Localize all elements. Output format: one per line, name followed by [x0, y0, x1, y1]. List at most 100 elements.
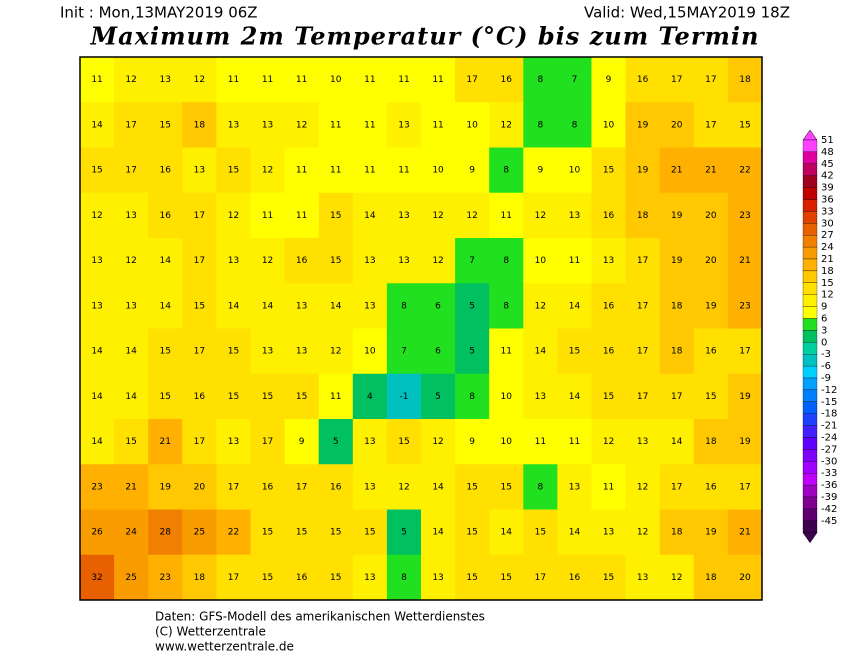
temperature-value: 18 — [194, 573, 206, 583]
temperature-cell — [557, 373, 592, 420]
temperature-cell — [386, 464, 422, 510]
temperature-cell — [114, 147, 149, 194]
temperature-value: 13 — [194, 166, 205, 176]
temperature-value: 12 — [194, 75, 205, 85]
temperature-cell — [693, 102, 729, 148]
temperature-cell — [489, 57, 524, 103]
temperature-cell — [318, 238, 354, 284]
temperature-value: 16 — [569, 573, 581, 583]
temperature-value: 17 — [535, 573, 546, 583]
temperature-value: 21 — [160, 437, 171, 447]
temperature-cell — [318, 328, 354, 375]
temperature-cell — [250, 192, 286, 239]
colorbar-swatch — [802, 199, 818, 212]
temperature-cell — [625, 509, 661, 556]
temperature-cell — [148, 509, 183, 556]
temperature-cell — [114, 192, 149, 239]
temperature-cell — [148, 238, 183, 284]
temperature-value: 12 — [262, 256, 273, 266]
temperature-value: 12 — [432, 211, 443, 221]
temperature-cell — [114, 554, 149, 601]
temperature-value: 12 — [637, 528, 648, 538]
temperature-cell — [352, 419, 388, 465]
temperature-value: 17 — [194, 211, 205, 221]
temperature-value: 7 — [572, 75, 578, 85]
temperature-cell — [216, 283, 251, 329]
colorbar-swatch — [802, 187, 818, 200]
temperature-value: 15 — [160, 392, 171, 402]
colorbar-swatch — [802, 175, 818, 188]
temperature-cell — [182, 554, 217, 601]
temperature-cell — [523, 147, 558, 194]
colorbar-label: -45 — [821, 516, 837, 527]
temperature-cell — [557, 554, 592, 601]
footer-line: Daten: GFS-Modell des amerikanischen Wet… — [155, 610, 485, 624]
temperature-value: 25 — [194, 528, 205, 538]
temperature-value: 19 — [739, 437, 751, 447]
temperature-cell — [352, 283, 388, 329]
temperature-cell — [148, 419, 183, 465]
colorbar-swatch — [802, 425, 818, 438]
temperature-cell — [352, 328, 388, 375]
temperature-cell — [318, 554, 354, 601]
temperature-cell — [557, 102, 592, 148]
temperature-cell — [318, 57, 354, 103]
temperature-cell — [489, 328, 524, 375]
temperature-cell — [659, 464, 695, 510]
temperature-value: 14 — [432, 482, 444, 492]
temperature-value: 17 — [671, 482, 682, 492]
colorbar-label: -33 — [821, 468, 837, 479]
temperature-cell — [182, 57, 217, 103]
temperature-value: 15 — [194, 301, 205, 311]
temperature-cell — [727, 554, 763, 601]
temperature-value: 14 — [364, 211, 376, 221]
temperature-cell — [625, 102, 661, 148]
temperature-value: 6 — [435, 301, 441, 311]
temperature-cell — [659, 57, 695, 103]
temperature-cell — [80, 147, 115, 194]
temperature-value: 8 — [401, 573, 407, 583]
temperature-value: 17 — [262, 437, 273, 447]
temperature-value: -1 — [399, 392, 408, 402]
temperature-value: 13 — [160, 75, 171, 85]
temperature-value: 17 — [637, 301, 648, 311]
colorbar-swatch — [802, 270, 818, 283]
temperature-value: 23 — [739, 211, 750, 221]
temperature-cell — [114, 328, 149, 375]
temperature-cell — [148, 57, 183, 103]
temperature-cell — [421, 57, 456, 103]
colorbar-swatch — [802, 306, 818, 319]
colorbar-label: 12 — [821, 290, 834, 301]
colorbar-label: -9 — [821, 373, 831, 384]
temperature-value: 16 — [501, 75, 513, 85]
temperature-value: 32 — [91, 573, 102, 583]
colorbar-label: 15 — [821, 278, 834, 289]
temperature-cell — [659, 283, 695, 329]
temperature-value: 13 — [296, 347, 307, 357]
temperature-cell — [80, 509, 115, 556]
temperature-value: 16 — [603, 211, 615, 221]
temperature-cell — [693, 57, 729, 103]
temperature-cell — [216, 464, 251, 510]
temperature-value: 8 — [503, 256, 509, 266]
temperature-value: 21 — [671, 166, 682, 176]
temperature-value: 11 — [603, 482, 614, 492]
temperature-value: 20 — [194, 482, 206, 492]
temperature-cell — [659, 192, 695, 239]
temperature-cell — [693, 238, 729, 284]
temperature-cell — [284, 147, 320, 194]
temperature-value: 14 — [228, 301, 240, 311]
temperature-value: 11 — [535, 437, 546, 447]
temperature-cell — [318, 283, 354, 329]
temperature-cell — [352, 192, 388, 239]
temperature-value: 14 — [501, 528, 513, 538]
temperature-cell — [557, 283, 592, 329]
colorbar-label: -3 — [821, 349, 831, 360]
temperature-cell — [727, 373, 763, 420]
temperature-value: 14 — [91, 392, 103, 402]
temperature-cell — [659, 419, 695, 465]
temperature-cell — [693, 554, 729, 601]
temperature-cell — [727, 238, 763, 284]
temperature-value: 18 — [705, 437, 717, 447]
temperature-cell — [216, 102, 251, 148]
